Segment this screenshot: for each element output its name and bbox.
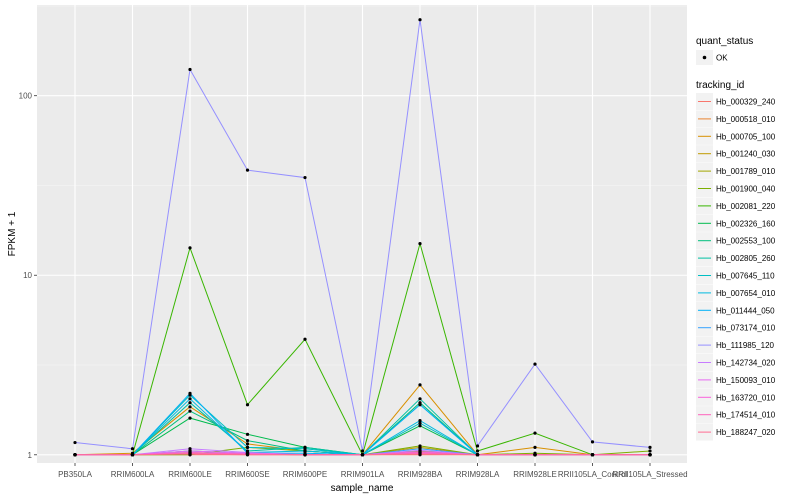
data-point (418, 421, 422, 425)
legend-label: Hb_000518_010 (716, 115, 776, 124)
data-point (648, 445, 652, 449)
data-point (418, 424, 422, 428)
data-point (303, 449, 307, 453)
legend-label-ok: OK (716, 54, 728, 63)
legend-label: Hb_007645_110 (716, 272, 775, 281)
y-tick-label: 100 (19, 92, 33, 101)
x-tick-label: RRIM600LE (168, 470, 212, 479)
data-point (188, 416, 192, 420)
data-point (418, 18, 422, 22)
legend-label: Hb_150093_010 (716, 376, 776, 385)
x-tick-label: PB350LA (58, 470, 92, 479)
legend-label: Hb_174514_010 (716, 411, 776, 420)
x-tick-label: RRIM928LE (513, 470, 557, 479)
x-tick-label: RRIM600PE (283, 470, 327, 479)
data-point (245, 168, 250, 172)
legend-label: Hb_007654_010 (716, 289, 776, 298)
data-point (475, 453, 480, 457)
data-point (73, 453, 77, 457)
data-point (648, 449, 652, 453)
x-tick-label: RRIM600SE (225, 470, 269, 479)
legend-label: Hb_000705_100 (716, 132, 776, 141)
data-point (533, 362, 537, 366)
data-point (303, 453, 307, 457)
legend-label: Hb_001900_040 (716, 185, 776, 194)
x-axis: PB350LA RRIM600LA RRIM600LE RRIM600SE RRIM60… (58, 463, 688, 479)
data-point (418, 403, 422, 407)
y-tick-label: 10 (23, 271, 32, 280)
legend-label: Hb_011444_050 (716, 306, 775, 315)
data-point (245, 442, 250, 446)
grid-lines (37, 5, 687, 463)
data-point (245, 438, 250, 443)
data-point (533, 431, 537, 435)
y-axis-title: FPKM + 1 (7, 211, 18, 256)
data-point (188, 391, 192, 395)
legend-label: Hb_002553_100 (716, 237, 776, 246)
data-point (130, 453, 135, 457)
legend-title-quant-status: quant_status (696, 36, 753, 47)
data-point (188, 401, 192, 405)
legend-label: Hb_188247_020 (716, 428, 776, 437)
data-point (418, 242, 422, 246)
data-point (533, 453, 537, 457)
data-point (245, 403, 250, 407)
data-point (303, 337, 307, 341)
data-point (360, 453, 365, 457)
legend-label: Hb_000329_240 (716, 98, 776, 107)
data-point (245, 432, 250, 436)
x-tick-label: RRII105LA_Stressed (612, 470, 687, 479)
legend-label: Hb_001240_030 (716, 150, 776, 159)
data-point (418, 444, 422, 448)
legend-label: Hb_163720_010 (716, 393, 776, 402)
data-point (188, 246, 192, 250)
data-point (303, 447, 307, 451)
legend-title-tracking-id: tracking_id (696, 80, 744, 91)
y-axis: 1 10 100 (19, 92, 37, 460)
data-point (303, 175, 307, 180)
data-point (648, 453, 652, 457)
legend-label: Hb_002081_220 (716, 202, 776, 211)
data-points (73, 18, 652, 457)
data-point (418, 383, 422, 387)
data-point (533, 445, 537, 449)
legend: quant_status OK tracking_id Hb_000329_24… (696, 36, 776, 441)
data-point (590, 440, 595, 444)
legend-label: Hb_001789_010 (716, 167, 776, 176)
data-point (245, 445, 250, 449)
data-point (245, 453, 250, 457)
x-tick-label: RRIM928LA (456, 470, 500, 479)
data-point (188, 67, 192, 72)
x-axis-title: sample_name (331, 483, 394, 494)
x-tick-label: RRIM901LA (341, 470, 385, 479)
legend-label: Hb_142734_020 (716, 359, 776, 368)
legend-label: Hb_073174_010 (716, 324, 776, 333)
data-point (475, 449, 480, 453)
legend-ok-point-icon (702, 55, 707, 60)
legend-tracking-items: Hb_000329_240 Hb_000518_010 Hb_000705_100 H… (696, 93, 776, 441)
legend-label: Hb_111985_120 (716, 341, 775, 350)
data-point (418, 397, 422, 401)
x-tick-label: RRIM928BA (398, 470, 443, 479)
legend-label: Hb_002805_260 (716, 254, 776, 263)
data-point (188, 447, 192, 451)
data-point (590, 453, 595, 457)
data-point (360, 449, 365, 453)
data-point (130, 447, 135, 451)
data-point (73, 440, 77, 445)
data-point (475, 444, 480, 448)
y-tick-label: 1 (28, 451, 33, 460)
data-point (188, 405, 192, 409)
data-point (418, 419, 422, 423)
data-point (188, 409, 192, 413)
x-tick-label: RRIM600LA (111, 470, 155, 479)
data-point (188, 397, 192, 401)
data-point (418, 452, 422, 456)
data-point (188, 452, 192, 456)
x-tick-label: RRII105LA_Control (558, 470, 628, 479)
legend-label: Hb_002326_160 (716, 219, 776, 228)
